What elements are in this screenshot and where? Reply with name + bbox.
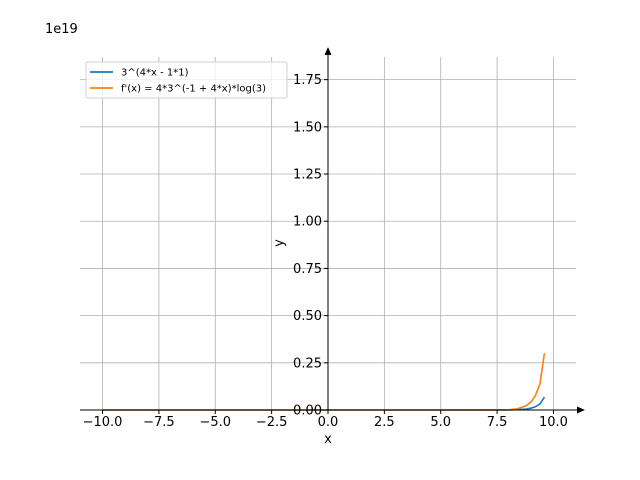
y-tick-label-1: 0.25 xyxy=(293,356,322,371)
x-tick-label-0: −10.0 xyxy=(83,415,123,430)
legend-box xyxy=(85,61,288,99)
y-axis-arrow xyxy=(324,47,332,55)
offset-label: 1e19 xyxy=(45,22,78,37)
y-tick-label-0: 0.00 xyxy=(293,404,322,419)
series-line-1 xyxy=(102,353,546,411)
legend-label-1: f'(x) = 4*3^(-1 + 4*x)*log(3) xyxy=(121,84,266,95)
x-tick-label-4: 0.0 xyxy=(318,415,339,430)
axes xyxy=(80,47,585,414)
x-tick-label-1: −7.5 xyxy=(143,415,175,430)
series-line-0 xyxy=(102,396,546,411)
legend: 3^(4*x - 1*1) f'(x) = 4*3^(-1 + 4*x)*log(… xyxy=(85,61,288,99)
y-axis-label: y xyxy=(272,239,287,247)
y-tick-label-6: 1.50 xyxy=(293,120,322,135)
series-layer xyxy=(102,353,546,411)
y-tick-label-3: 0.75 xyxy=(293,262,322,277)
x-tick-label-2: −5.0 xyxy=(199,415,231,430)
y-tick-label-5: 1.25 xyxy=(293,168,322,183)
x-axis-arrow xyxy=(577,406,585,414)
legend-label-0: 3^(4*x - 1*1) xyxy=(121,68,189,79)
x-tick-label-6: 5.0 xyxy=(430,415,451,430)
x-tick-label-3: −2.5 xyxy=(256,415,288,430)
x-tick-label-7: 7.5 xyxy=(487,415,508,430)
x-axis-label: x xyxy=(324,432,332,447)
y-tick-label-7: 1.75 xyxy=(293,73,322,88)
x-tick-label-8: 10.0 xyxy=(539,415,568,430)
y-tick-label-4: 1.00 xyxy=(293,215,322,230)
x-tick-label-5: 2.5 xyxy=(374,415,395,430)
y-tick-label-2: 0.50 xyxy=(293,309,322,324)
ticks: −10.0 −7.5 −5.0 −2.5 0.0 2.5 5.0 7.5 10.0 0.00 0.2… xyxy=(83,73,568,430)
